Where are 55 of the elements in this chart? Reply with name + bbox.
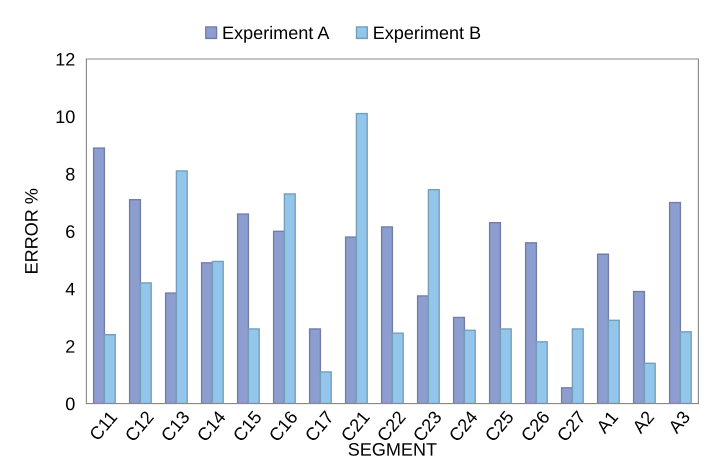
x-tick-label: C25 [484, 410, 514, 442]
x-tick-label: C16 [268, 410, 298, 442]
bar [236, 213, 250, 404]
bar [608, 320, 620, 404]
bar [176, 170, 188, 404]
bar [284, 193, 296, 404]
bar [128, 199, 142, 404]
x-tick-label: A3 [667, 410, 691, 435]
y-tick-label: 6 [66, 225, 74, 238]
bar [668, 202, 682, 404]
bar [380, 226, 394, 404]
x-tick-label: C12 [124, 410, 154, 442]
x-tick-label: A1 [595, 410, 619, 434]
x-tick-label: C27 [556, 410, 586, 442]
x-tick-label: C22 [376, 410, 406, 442]
y-tick-label: 4 [66, 282, 75, 296]
bar [632, 290, 646, 404]
y-tick-label: 2 [66, 340, 74, 353]
x-tick-label: C15 [232, 410, 262, 442]
bar [644, 362, 656, 404]
bar [488, 222, 502, 404]
x-tick-label: C26 [520, 410, 550, 442]
bar [524, 242, 538, 404]
y-tick-label: 0 [66, 397, 75, 410]
bar [500, 328, 512, 404]
bar [320, 371, 332, 404]
bar [392, 332, 404, 404]
y-tick-label: 8 [66, 168, 75, 181]
y-tick-label: 10 [56, 110, 75, 124]
bar [428, 188, 440, 404]
x-tick-label: C14 [196, 410, 226, 442]
bar [104, 334, 116, 404]
bar [308, 328, 322, 404]
x-tick-label: C24 [448, 410, 478, 442]
y-axis-title: ERROR % [24, 188, 38, 273]
bar [536, 341, 548, 404]
bar [572, 328, 584, 404]
bar [212, 260, 224, 404]
bar [140, 282, 152, 404]
x-tick-label: A2 [631, 410, 654, 434]
bar [680, 331, 692, 404]
bar [248, 328, 260, 404]
bar [92, 147, 106, 404]
y-tick-label: 12 [56, 52, 74, 66]
bar [596, 254, 610, 404]
x-tick-label: C11 [88, 410, 118, 442]
x-tick-label: C21 [340, 410, 370, 442]
bar [356, 112, 368, 404]
x-tick-label: C17 [304, 410, 334, 442]
x-tick-label: C23 [412, 410, 442, 442]
legend-label: Experiment A [224, 26, 330, 43]
legend-label: Experiment B [374, 26, 480, 43]
x-axis-title: SEGMENT [348, 443, 437, 456]
x-tick-label: C13 [160, 410, 190, 442]
bar [464, 330, 476, 404]
